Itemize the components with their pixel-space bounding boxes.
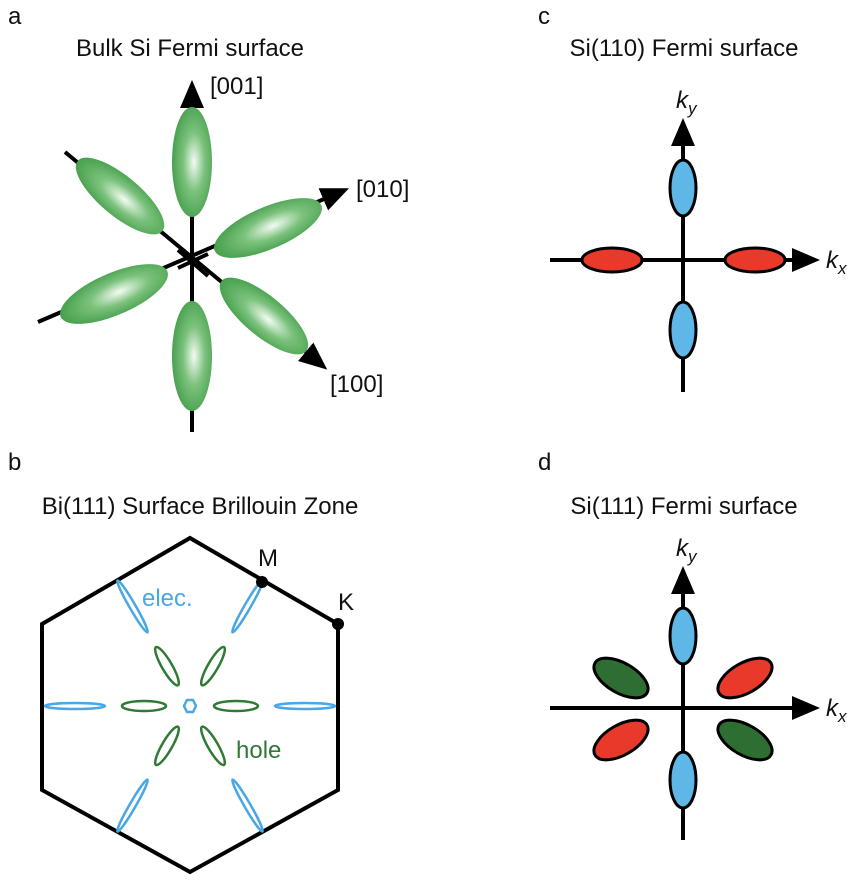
axis-label: [001] (210, 73, 263, 100)
pocket (152, 724, 183, 767)
panel-title: Bulk Si Fermi surface (76, 35, 304, 62)
si110-diagram (550, 130, 808, 392)
axis-label: ky (676, 535, 698, 566)
brillouin-zone (42, 538, 344, 872)
pocket (275, 703, 335, 709)
pocket (198, 645, 229, 688)
si111-diagram (550, 578, 808, 840)
pocket (45, 703, 105, 709)
point-label: M (258, 545, 278, 572)
axis-label: kx (826, 247, 847, 278)
annotation: elec. (142, 585, 193, 612)
pocket (115, 778, 150, 833)
panel-letter: c (538, 3, 550, 30)
pocket (122, 701, 166, 711)
axis-label: [010] (356, 176, 409, 203)
annotation: hole (236, 737, 281, 764)
figure: a Bulk Si Fermi surface [001] [010] [100… (0, 0, 852, 879)
panel-title: Si(111) Fermi surface (570, 493, 797, 520)
panel-letter: b (8, 449, 21, 476)
pocket (198, 724, 229, 767)
pocket (152, 645, 183, 688)
axis-label: kx (826, 695, 847, 726)
panel-letter: d (538, 449, 551, 476)
axis-label: ky (676, 87, 698, 118)
pocket (214, 701, 258, 711)
axis-label: [100] (330, 371, 383, 398)
pocket (230, 778, 265, 833)
panel-letter: a (8, 3, 22, 30)
point-label: K (338, 589, 354, 616)
panel-title: Bi(111) Surface Brillouin Zone (42, 493, 359, 520)
panel-title: Si(110) Fermi surface (570, 35, 799, 62)
bulk-si-diagram (38, 92, 338, 432)
